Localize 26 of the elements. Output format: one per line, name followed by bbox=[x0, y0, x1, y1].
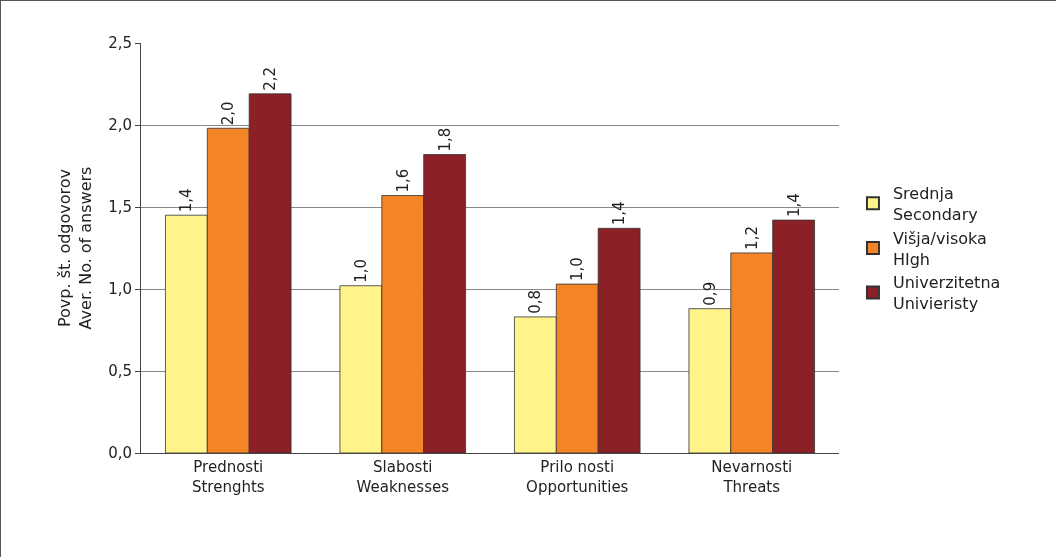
y-tick-label: 2,5 bbox=[108, 34, 132, 53]
data-label: 0,8 bbox=[526, 290, 545, 314]
data-label: 0,9 bbox=[700, 281, 719, 306]
data-label: 1,6 bbox=[393, 168, 412, 193]
data-label: 1,8 bbox=[435, 127, 454, 152]
data-label: 1,2 bbox=[742, 226, 761, 250]
y-tick-label: 2,0 bbox=[108, 116, 132, 135]
data-label: 1,0 bbox=[568, 257, 587, 282]
legend-label: Univerzitetna Univieristy bbox=[892, 273, 1001, 314]
y-tick-label: 0,0 bbox=[108, 444, 132, 463]
y-axis-title: Povp. št. odgovorov Aver. No. of answers bbox=[55, 166, 96, 330]
data-label: 1,4 bbox=[784, 193, 803, 218]
x-tick-label: Slabosti Weaknesses bbox=[356, 458, 450, 496]
y-tick-label: 1,5 bbox=[108, 198, 132, 217]
y-tick-label: 0,5 bbox=[108, 362, 132, 381]
legend-label: Srednja Secondary bbox=[892, 184, 978, 224]
x-tick-label: Prilo nosti Opportunities bbox=[526, 458, 629, 496]
data-label: 1,4 bbox=[610, 201, 629, 226]
data-label: 1,0 bbox=[351, 258, 370, 283]
x-tick-label: Prednosti Strenghts bbox=[191, 458, 265, 496]
legend-label: Višja/visoka HIgh bbox=[892, 228, 987, 269]
data-label: 2,0 bbox=[219, 101, 238, 126]
data-label: 1,4 bbox=[177, 188, 196, 213]
data-label: 2,2 bbox=[261, 66, 280, 91]
x-tick-label: Nevarnosti Threats bbox=[711, 458, 793, 496]
y-tick-label: 1,0 bbox=[108, 280, 132, 299]
